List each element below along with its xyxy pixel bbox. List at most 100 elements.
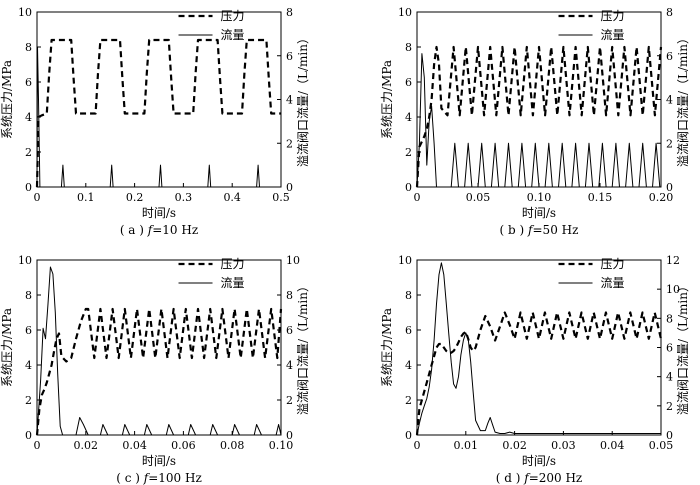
- figure-caption: ( d ) f=200 Hz: [496, 471, 583, 485]
- y2-axis-label: 溢流阀口流量/（L/min）: [676, 280, 690, 415]
- y-tick-label: 10: [18, 254, 32, 267]
- chart-panel-3: 0.02 0.04 0.06 0.08 0.10002468100246810时间/s系…: [0, 254, 310, 485]
- y2-tick-label: 4: [666, 371, 673, 384]
- x-tick-label: 0.10: [527, 191, 552, 204]
- series-line-pressure: [415, 311, 663, 436]
- y-tick-label: 8: [25, 41, 32, 54]
- x-tick-label: 0.15: [588, 191, 613, 204]
- x-tick-label-origin: 0: [34, 439, 41, 452]
- legend-label: 流量: [601, 28, 625, 42]
- y2-tick-label: 6: [666, 50, 673, 63]
- y-tick-label: 10: [398, 254, 412, 267]
- x-tick-label: 0.4: [223, 191, 241, 204]
- y-tick-label: 0: [25, 181, 32, 194]
- y-tick-label: 0: [25, 429, 32, 442]
- x-tick-label: 0.1: [77, 191, 95, 204]
- legend-label: 流量: [221, 276, 245, 290]
- y-tick-label: 4: [25, 359, 32, 372]
- legend-label: 压力: [221, 257, 245, 271]
- figure-caption: ( a ) f=10 Hz: [120, 223, 198, 237]
- y2-tick-label: 10: [286, 254, 300, 267]
- y-tick-label: 2: [405, 146, 412, 159]
- chart-panel-4: 0.01 0.02 0.03 0.04 0.0500246810024681012时间/…: [380, 254, 690, 485]
- x-tick-label: 0.02: [502, 439, 527, 452]
- y2-tick-label: 0: [286, 181, 293, 194]
- x-tick-label: 0.08: [220, 439, 245, 452]
- x-tick-label: 0.06: [171, 439, 196, 452]
- y-tick-label: 8: [25, 289, 32, 302]
- y2-axis-label: 溢流阀口流量/（L/min）: [296, 280, 310, 415]
- y2-tick-label: 2: [286, 394, 293, 407]
- y2-tick-label: 8: [666, 6, 673, 19]
- y-axis-label: 系统压力/MPa: [0, 60, 14, 139]
- y-tick-label: 6: [25, 324, 32, 337]
- y2-tick-label: 8: [666, 312, 673, 325]
- y2-tick-label: 2: [286, 137, 293, 150]
- y-tick-label: 10: [18, 6, 32, 19]
- x-axis-label: 时间/s: [142, 206, 176, 220]
- y-tick-label: 8: [405, 41, 412, 54]
- y-axis-label: 系统压力/MPa: [380, 308, 394, 387]
- x-tick-label-origin: 0: [414, 191, 421, 204]
- series-line-flow: [416, 53, 661, 188]
- series-line-pressure: [35, 307, 283, 436]
- y2-tick-label: 4: [286, 359, 293, 372]
- y2-tick-label: 6: [286, 324, 293, 337]
- y2-tick-label: 4: [666, 94, 673, 107]
- x-tick-label: 0.05: [466, 191, 491, 204]
- x-tick-label: 0.05: [649, 439, 674, 452]
- y2-tick-label: 12: [666, 254, 680, 267]
- y-tick-label: 10: [398, 6, 412, 19]
- x-tick-label: 0.20: [649, 191, 674, 204]
- y2-tick-label: 8: [286, 6, 293, 19]
- legend-label: 压力: [601, 257, 625, 271]
- series-line-flow: [36, 46, 281, 188]
- y2-tick-label: 4: [286, 94, 293, 107]
- y2-tick-label: 8: [286, 289, 293, 302]
- y-tick-label: 0: [405, 181, 412, 194]
- y-tick-label: 6: [405, 324, 412, 337]
- y-tick-label: 4: [405, 111, 412, 124]
- y-axis-label: 系统压力/MPa: [380, 60, 394, 139]
- y-tick-label: 4: [405, 359, 412, 372]
- legend-label: 流量: [221, 28, 245, 42]
- x-tick-label: 0.2: [126, 191, 144, 204]
- y-tick-label: 6: [25, 76, 32, 89]
- y-tick-label: 2: [25, 394, 32, 407]
- y2-axis-label: 溢流阀口流量/（L/min）: [296, 32, 310, 167]
- x-tick-label: 0.03: [551, 439, 576, 452]
- y2-tick-label: 0: [666, 429, 673, 442]
- series-line-pressure: [415, 45, 663, 188]
- x-tick-label-origin: 0: [414, 439, 421, 452]
- figure-caption: ( c ) f=100 Hz: [116, 471, 202, 485]
- y2-tick-label: 6: [286, 50, 293, 63]
- chart-panel-1: 0.1 0.2 0.3 0.4 0.50024681002468时间/s系统压力/MPa…: [0, 6, 310, 237]
- legend-label: 流量: [601, 276, 625, 290]
- y-tick-label: 2: [25, 146, 32, 159]
- y2-tick-label: 2: [666, 137, 673, 150]
- x-tick-label: 0.01: [454, 439, 479, 452]
- x-axis-label: 时间/s: [522, 454, 556, 468]
- legend-label: 压力: [601, 9, 625, 23]
- x-axis-label: 时间/s: [522, 206, 556, 220]
- y-axis-label: 系统压力/MPa: [0, 308, 14, 387]
- x-tick-label: 0.5: [272, 191, 290, 204]
- y2-tick-label: 6: [666, 342, 673, 355]
- series-line-flow: [36, 266, 282, 436]
- chart-panel-2: 0.05 0.10 0.15 0.200024681002468时间/s系统压力/MP…: [380, 6, 690, 237]
- x-tick-label: 0.3: [175, 191, 193, 204]
- y2-tick-label: 0: [666, 181, 673, 194]
- y-tick-label: 0: [405, 429, 412, 442]
- x-axis-label: 时间/s: [142, 454, 176, 468]
- x-tick-label: 0.10: [269, 439, 294, 452]
- y2-tick-label: 10: [666, 283, 680, 296]
- y-tick-label: 4: [25, 111, 32, 124]
- x-tick-label: 0.04: [600, 439, 625, 452]
- x-tick-label-origin: 0: [34, 191, 41, 204]
- legend-label: 压力: [221, 9, 245, 23]
